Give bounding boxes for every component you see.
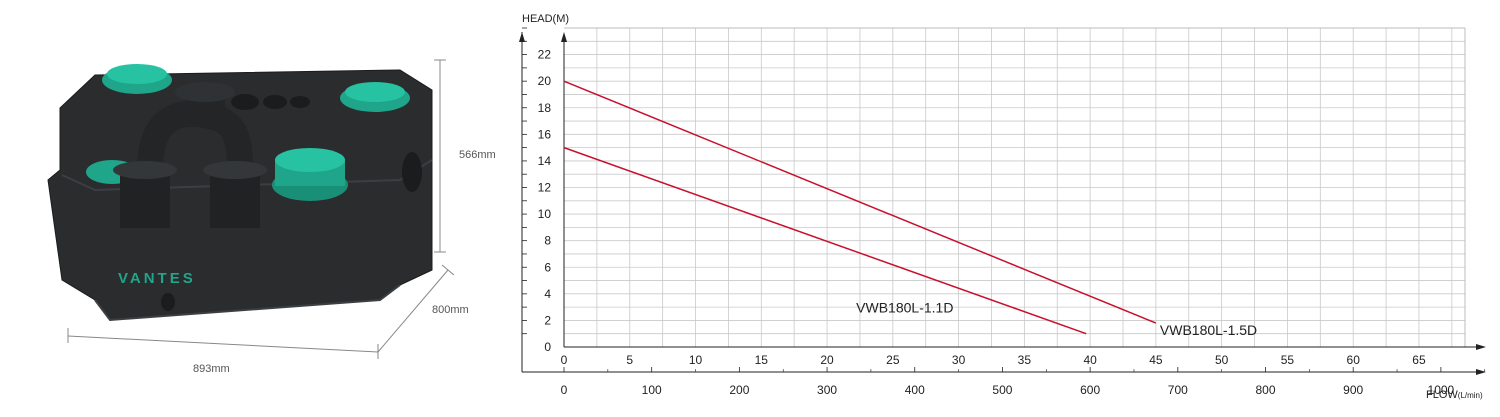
x-tick-label-secondary: 300 — [817, 383, 837, 397]
y-tick-label: 0 — [544, 340, 551, 354]
x-tick-label-flow: 55 — [1281, 353, 1295, 367]
y-tick-label: 22 — [538, 48, 552, 62]
depth-dimension-label: 800mm — [432, 304, 469, 316]
chart-tick-labels: 0 2 4 6 8 10 12 14 16 18 20 22 0 5 10 15 20 25 30 35 40 45 50 5… — [538, 48, 1455, 397]
x-tick-label-flow: 40 — [1083, 353, 1097, 367]
height-dimension-label: 566mm — [459, 149, 496, 161]
x-tick-label-secondary: 700 — [1168, 383, 1188, 397]
chart-series: VWB180L-1.1D VWB180L-1.5D — [563, 80, 1257, 338]
x-tick-label-secondary: 500 — [992, 383, 1012, 397]
pump-station-image: VANTES — [47, 59, 455, 359]
series-label-2: VWB180L-1.5D — [1160, 322, 1257, 338]
chart-axes — [519, 27, 1486, 375]
x-tick-label-flow: 35 — [1018, 353, 1032, 367]
x-axis-arrow — [1476, 344, 1486, 350]
x-tick-label-secondary: 100 — [642, 383, 662, 397]
x-tick-label-flow: 25 — [886, 353, 900, 367]
series-line-1 — [563, 146, 1087, 335]
x-tick-label-secondary: 900 — [1343, 383, 1363, 397]
y-tick-label: 4 — [544, 287, 551, 301]
x-tick-label-flow: 10 — [689, 353, 703, 367]
secondary-x-axis-arrow — [1476, 369, 1486, 375]
product-illustration: VANTES 566mm 800mm 893mm — [0, 0, 520, 412]
y-tick-label: 18 — [538, 101, 552, 115]
y-axis-arrow — [561, 32, 567, 42]
x-tick-label-flow: 60 — [1347, 353, 1361, 367]
x-tick-label-secondary: 800 — [1255, 383, 1275, 397]
y-tick-label: 20 — [538, 74, 552, 88]
x-tick-label-secondary: 400 — [905, 383, 925, 397]
y-tick-label: 12 — [538, 181, 552, 195]
y-tick-label: 6 — [544, 260, 551, 274]
x-tick-label-secondary: 200 — [729, 383, 749, 397]
x-tick-label-flow: 50 — [1215, 353, 1229, 367]
y-tick-label: 16 — [538, 127, 552, 141]
x-tick-label-flow: 0 — [561, 353, 568, 367]
x-tick-label-flow: 45 — [1149, 353, 1163, 367]
y-tick-label: 14 — [538, 154, 552, 168]
width-dimension-label: 893mm — [193, 363, 230, 375]
y-tick-label: 8 — [544, 234, 551, 248]
brand-logo: VANTES — [118, 270, 196, 287]
x-axis-title-main: FLOW — [1426, 389, 1458, 401]
x-axis-title-unit: (L/min) — [1458, 391, 1483, 400]
chart-left-frame-arrow — [519, 32, 525, 42]
series-label-1: VWB180L-1.1D — [856, 300, 953, 316]
x-tick-label-flow: 15 — [755, 353, 769, 367]
x-tick-label-secondary: 1000 — [1428, 383, 1455, 397]
x-tick-label-flow: 5 — [626, 353, 633, 367]
chart-grid — [564, 27, 1466, 347]
y-tick-label: 2 — [544, 313, 551, 327]
x-tick-label-secondary: 0 — [561, 383, 568, 397]
x-tick-label-secondary: 600 — [1080, 383, 1100, 397]
y-tick-label: 10 — [538, 207, 552, 221]
x-tick-label-flow: 20 — [820, 353, 834, 367]
y-axis-title: HEAD(M) — [522, 13, 569, 25]
x-tick-label-flow: 30 — [952, 353, 966, 367]
x-tick-label-flow: 65 — [1412, 353, 1426, 367]
x-axis-title: FLOW(L/min) — [1426, 389, 1483, 401]
series-line-2 — [563, 80, 1157, 324]
